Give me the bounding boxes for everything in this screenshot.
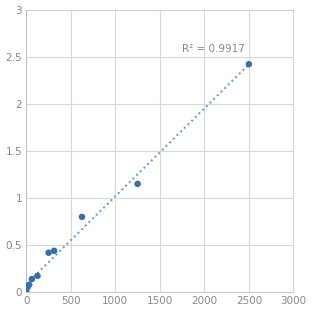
Point [24,289,29,294]
Point [51,248,56,253]
Point [35,273,40,278]
Point [25,285,30,290]
Point [246,62,251,67]
Point [80,214,85,219]
Point [27,282,32,287]
Point [46,250,51,255]
Point [29,277,34,282]
Text: R² = 0.9917: R² = 0.9917 [182,44,245,54]
Point [135,181,140,186]
